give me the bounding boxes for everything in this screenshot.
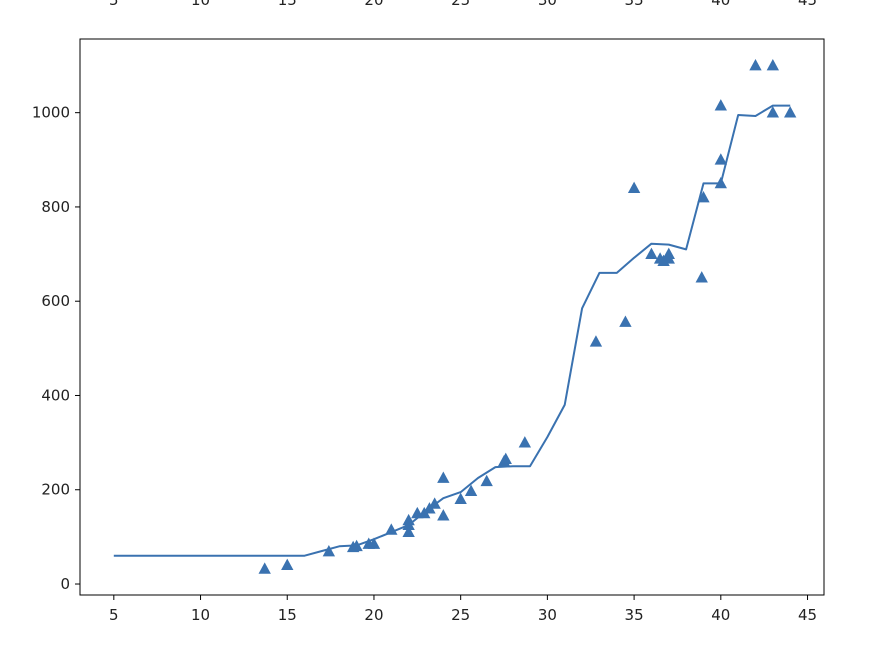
triangle-point xyxy=(454,492,467,505)
top-clipped-tick-label: 45 xyxy=(798,0,817,9)
triangle-point xyxy=(402,513,415,526)
x-tick-label: 40 xyxy=(711,606,730,624)
top-clipped-tick-label: 5 xyxy=(109,0,119,9)
top-clipped-tick-label: 20 xyxy=(364,0,383,9)
triangle-point xyxy=(281,558,294,571)
top-clipped-tick-labels: 5 10 15 20 25 30 35 40 45 xyxy=(109,0,817,9)
triangle-point xyxy=(518,436,532,448)
triangle-point xyxy=(437,509,450,521)
x-tick-label: 25 xyxy=(451,606,470,624)
triangle-point xyxy=(662,247,675,259)
triangle-point xyxy=(645,247,658,259)
top-clipped-tick-label: 10 xyxy=(191,0,210,9)
y-tick-label: 1000 xyxy=(32,104,70,122)
y-tick-label: 0 xyxy=(60,575,70,593)
triangle-point xyxy=(766,59,780,71)
triangle-point xyxy=(367,537,381,549)
x-tick-label: 30 xyxy=(538,606,557,624)
top-clipped-tick-label: 40 xyxy=(711,0,730,9)
triangle-point xyxy=(749,59,762,71)
top-clipped-tick-label: 35 xyxy=(625,0,644,9)
triangle-point xyxy=(437,471,450,483)
y-axis: 0 200 400 600 800 1000 xyxy=(32,104,80,593)
triangle-point xyxy=(627,181,641,193)
triangle-point xyxy=(385,523,398,535)
triangle-point xyxy=(697,191,710,203)
x-axis: 5 10 15 20 25 30 35 40 45 xyxy=(109,595,817,624)
triangle-point xyxy=(714,176,727,189)
triangle-point xyxy=(322,544,336,557)
triangle-point xyxy=(714,153,727,165)
y-tick-label: 400 xyxy=(41,386,70,404)
triangle-point xyxy=(766,106,780,118)
triangle-point xyxy=(402,525,415,538)
x-tick-label: 35 xyxy=(625,606,644,624)
x-tick-label: 45 xyxy=(798,606,817,624)
top-clipped-tick-label: 25 xyxy=(451,0,470,9)
triangle-point xyxy=(619,315,632,327)
triangle-point xyxy=(258,562,271,574)
triangle-point xyxy=(589,335,603,347)
triangle-point xyxy=(784,106,797,118)
x-tick-label: 5 xyxy=(109,606,119,624)
plot-frame xyxy=(79,38,825,596)
y-tick-label: 200 xyxy=(41,481,70,499)
x-tick-label: 15 xyxy=(278,606,297,624)
y-tick-label: 800 xyxy=(41,198,70,216)
triangle-point xyxy=(480,474,493,487)
triangle-point xyxy=(464,484,478,497)
y-tick-label: 600 xyxy=(41,292,70,310)
triangle-point xyxy=(499,452,512,464)
triangle-point xyxy=(695,271,708,283)
triangle-point xyxy=(350,539,363,552)
triangle-point xyxy=(428,497,441,509)
top-clipped-tick-label: 30 xyxy=(538,0,557,9)
fit-line xyxy=(113,104,791,557)
x-tick-label: 20 xyxy=(364,606,383,624)
triangle-point xyxy=(714,99,727,111)
x-tick-label: 10 xyxy=(191,606,210,624)
plot-marks xyxy=(113,59,797,574)
top-clipped-tick-label: 15 xyxy=(278,0,297,9)
